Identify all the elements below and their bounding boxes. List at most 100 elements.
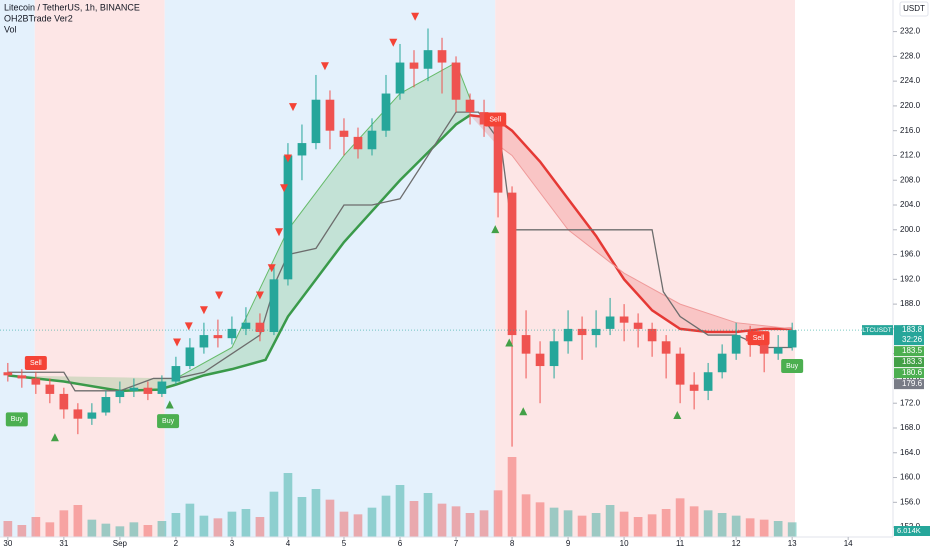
- candle-body: [59, 393, 69, 410]
- signal-box: [747, 331, 770, 346]
- x-tick-label: 13: [788, 539, 797, 548]
- signal-box: [5, 412, 28, 427]
- candle-body: [465, 99, 475, 113]
- volume-bar: [283, 473, 293, 537]
- sell-triangle: [320, 62, 329, 71]
- candle-body: [563, 328, 573, 342]
- candle-body: [773, 347, 783, 354]
- price-tag-box: [894, 379, 924, 390]
- signal-box: [157, 414, 180, 429]
- chart-title: Litecoin / TetherUS, 1h, BINANCE: [4, 2, 140, 12]
- volume-bar: [325, 499, 335, 537]
- volume-bar: [87, 519, 97, 537]
- volume-bar: [535, 502, 545, 537]
- volume-bar: [171, 513, 181, 537]
- sell-triangle: [267, 264, 276, 273]
- candle-body: [409, 62, 419, 69]
- price-tag: 179.6: [902, 379, 923, 388]
- regime-zone: [164, 0, 496, 537]
- volume-bar: [661, 509, 671, 537]
- candle-body: [381, 93, 391, 131]
- candle-body: [283, 155, 293, 280]
- candle-body: [45, 384, 55, 394]
- indicator-line: [7, 114, 471, 393]
- sell-triangle: [173, 338, 182, 347]
- candle-body: [633, 322, 643, 329]
- volume-bar: [227, 511, 237, 537]
- volume-bar: [689, 506, 699, 537]
- x-tick-label: 11: [676, 539, 685, 548]
- volume-bar: [157, 521, 167, 537]
- buy-triangle: [519, 407, 528, 416]
- sell-triangle: [280, 184, 289, 193]
- sell-triangle: [184, 322, 193, 331]
- candle-body: [787, 330, 797, 348]
- signal-label: Sell: [489, 116, 501, 123]
- buy-triangle: [50, 433, 59, 442]
- price-tag: 180.6: [902, 368, 923, 377]
- sell-triangle: [199, 306, 208, 315]
- regime-zone: [34, 0, 165, 537]
- candle-body: [535, 353, 545, 367]
- x-tick-label: 3: [230, 539, 235, 548]
- y-tick-label: 220.0: [900, 101, 921, 110]
- buy-triangle: [505, 338, 514, 347]
- x-tick-label: Sep: [113, 539, 128, 548]
- unit-box[interactable]: [899, 1, 929, 17]
- candle-body: [759, 341, 769, 354]
- candle-body: [185, 347, 195, 367]
- candle-body: [73, 409, 83, 419]
- candle-body: [157, 381, 167, 394]
- volume-bar: [311, 489, 321, 537]
- sell-triangle: [411, 12, 420, 21]
- candle-body: [437, 50, 447, 63]
- candle-body: [451, 62, 461, 100]
- candle-body: [339, 130, 349, 137]
- regime-zone: [0, 0, 35, 537]
- volume-bar: [423, 493, 433, 537]
- volume-bar: [577, 515, 587, 537]
- x-tick-label: 30: [3, 539, 12, 548]
- y-tick-label: 164.0: [900, 448, 921, 457]
- candle-body: [87, 412, 97, 419]
- candle-body: [493, 124, 503, 193]
- axis-unit[interactable]: USDT: [903, 4, 925, 13]
- regime-zone: [495, 0, 795, 537]
- candle-body: [17, 375, 27, 379]
- candle-body: [661, 341, 671, 354]
- candle-body: [115, 390, 125, 398]
- volume-bar: [367, 507, 377, 537]
- y-tick-label: 216.0: [900, 126, 921, 135]
- volume-tag: 6.014K: [897, 526, 921, 535]
- volume-bar: [353, 514, 363, 537]
- candle-body: [619, 316, 629, 323]
- price-tag-box: [894, 368, 924, 379]
- y-tick-label: 188.0: [900, 299, 921, 308]
- x-tick-label: 4: [286, 539, 291, 548]
- volume-bar: [619, 511, 629, 537]
- candle-body: [675, 353, 685, 385]
- sell-triangle: [288, 103, 297, 112]
- candle-body: [255, 322, 265, 332]
- volume-bar: [143, 525, 153, 537]
- price-tag-box: [894, 325, 924, 346]
- volume-bar: [493, 490, 503, 537]
- volume-bar: [381, 495, 391, 537]
- buy-triangle: [673, 410, 682, 419]
- x-tick-label: 2: [174, 539, 179, 548]
- volume-bar: [3, 521, 13, 537]
- volume-bar: [773, 521, 783, 537]
- y-tick-label: 204.0: [900, 200, 921, 209]
- y-tick-label: 192.0: [900, 274, 921, 283]
- price-tag-box: [894, 357, 924, 368]
- volume-name: Vol: [4, 24, 17, 34]
- volume-bar: [647, 514, 657, 537]
- volume-bar: [465, 513, 475, 537]
- volume-bar: [31, 517, 41, 537]
- candle-body: [577, 328, 587, 336]
- volume-bar: [479, 510, 489, 537]
- x-tick-label: 12: [732, 539, 741, 548]
- candle-body: [521, 335, 531, 354]
- x-tick-label: 8: [510, 539, 515, 548]
- candle-body: [591, 328, 601, 336]
